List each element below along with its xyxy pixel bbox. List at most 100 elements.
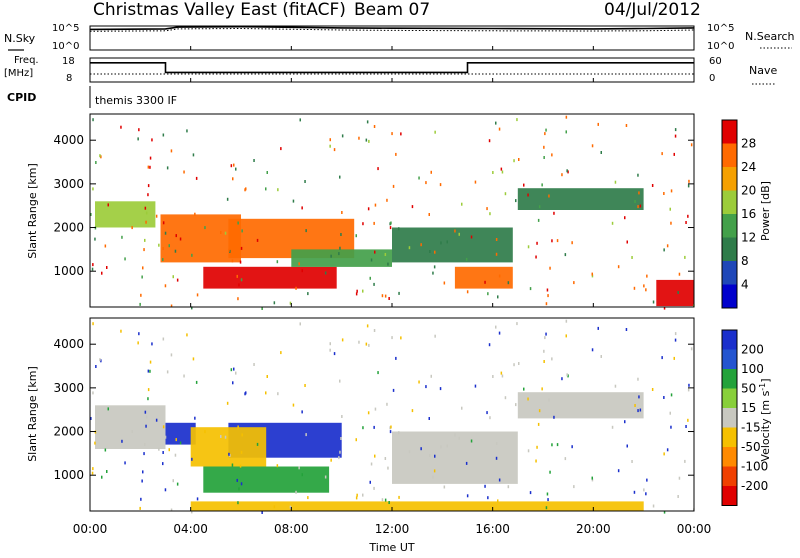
scatter-point: [432, 271, 434, 275]
scatter-point: [388, 297, 390, 300]
scatter-point: [261, 307, 263, 310]
scatter-point: [492, 375, 494, 378]
colorbar-tick: 15: [741, 401, 756, 415]
scatter-point: [95, 365, 97, 368]
scatter-point: [439, 183, 442, 187]
scatter-point: [673, 152, 675, 156]
freq-tick-high: 18: [62, 56, 75, 67]
scatter-point: [366, 324, 369, 328]
scatter-point: [395, 152, 397, 156]
scatter-point: [241, 433, 243, 437]
scatter-point: [643, 284, 645, 288]
scatter-point: [333, 148, 336, 152]
scatter-point: [175, 234, 177, 238]
scatter-point: [373, 425, 375, 429]
scatter-point: [516, 322, 518, 326]
scatter-point: [470, 439, 473, 443]
scatter-point: [333, 352, 336, 356]
scatter-point: [141, 275, 143, 279]
scatter-point: [543, 156, 545, 159]
heatmap-region: [190, 427, 267, 467]
scatter-point: [195, 176, 198, 180]
xtick-label: 04:00: [173, 522, 208, 536]
scatter-point: [674, 338, 677, 342]
scatter-point: [292, 403, 295, 407]
scatter-point: [384, 498, 387, 502]
scatter-point: [121, 439, 123, 443]
time-axis-ticks: 00:00 04:00 08:00 12:00 16:00 20:00 00:00: [73, 46, 712, 536]
ytick-label: 4000: [53, 337, 84, 351]
scatter-point: [411, 205, 414, 209]
scatter-point: [487, 496, 489, 500]
freq-unit: [MHz]: [4, 68, 33, 79]
scatter-point: [143, 248, 145, 252]
colorbar-tick: -50: [741, 440, 761, 454]
heatmap-region: [160, 214, 241, 263]
scatter-point: [220, 231, 222, 234]
scatter-point: [179, 441, 182, 445]
scatter-point: [389, 226, 392, 230]
scatter-point: [176, 278, 179, 282]
ytick-label: 3000: [53, 177, 84, 191]
scatter-point: [365, 138, 368, 142]
noise-lines: [89, 25, 695, 32]
scatter-point: [304, 384, 306, 387]
scatter-point: [373, 486, 375, 490]
scatter-point: [120, 329, 122, 333]
scatter-point: [390, 221, 392, 225]
scatter-point: [124, 461, 126, 465]
scatter-point: [374, 203, 377, 207]
scatter-point: [392, 388, 395, 392]
scatter-point: [149, 165, 151, 169]
scatter-point: [545, 506, 548, 510]
scatter-point: [100, 359, 102, 363]
xtick-label: 00:00: [677, 522, 712, 536]
scatter-point: [147, 397, 149, 401]
colorbar-tick: 200: [741, 343, 764, 357]
scatter-point: [663, 248, 665, 252]
scatter-point: [687, 418, 689, 422]
colorbar-segment: [722, 167, 737, 191]
velocity-colorbar-label: Velocity [m s-1]: [758, 378, 772, 461]
scatter-point: [670, 393, 673, 397]
scatter-point: [484, 484, 486, 488]
scatter-point: [186, 333, 188, 337]
scatter-point: [362, 222, 364, 226]
scatter-point: [370, 258, 373, 262]
scatter-point: [548, 194, 550, 198]
scatter-point: [673, 356, 675, 360]
scatter-point: [256, 442, 259, 446]
scatter-point: [138, 332, 140, 336]
scatter-point: [498, 478, 501, 482]
velocity-ylabel: Slant Range [km]: [26, 366, 39, 462]
scatter-point: [652, 300, 655, 304]
ytick-label: 1000: [53, 264, 84, 278]
scatter-point: [192, 153, 195, 157]
scatter-point: [369, 276, 371, 280]
scatter-point: [474, 180, 477, 184]
scatter-point: [245, 187, 247, 191]
colorbar-tick: 100: [741, 362, 764, 376]
scatter-point: [362, 493, 364, 497]
scatter-point: [131, 226, 133, 230]
scatter-point: [231, 463, 234, 467]
scatter-point: [172, 479, 174, 483]
scatter-point: [386, 402, 388, 406]
scatter-point: [387, 262, 389, 266]
scatter-point: [162, 451, 164, 454]
scatter-point: [523, 183, 525, 187]
scatter-point: [547, 498, 549, 502]
scatter-point: [144, 238, 146, 242]
scatter-point: [425, 385, 427, 389]
scatter-point: [687, 388, 690, 392]
scatter-point: [235, 371, 237, 375]
scatter-point: [474, 384, 477, 388]
heatmap-region: [291, 249, 392, 267]
heatmap-region: [95, 405, 166, 449]
scatter-point: [549, 470, 551, 474]
scatter-point: [305, 433, 307, 437]
scatter-point: [638, 395, 640, 399]
scatter-point: [565, 319, 568, 323]
scatter-point: [551, 239, 553, 243]
scatter-point: [170, 149, 173, 153]
